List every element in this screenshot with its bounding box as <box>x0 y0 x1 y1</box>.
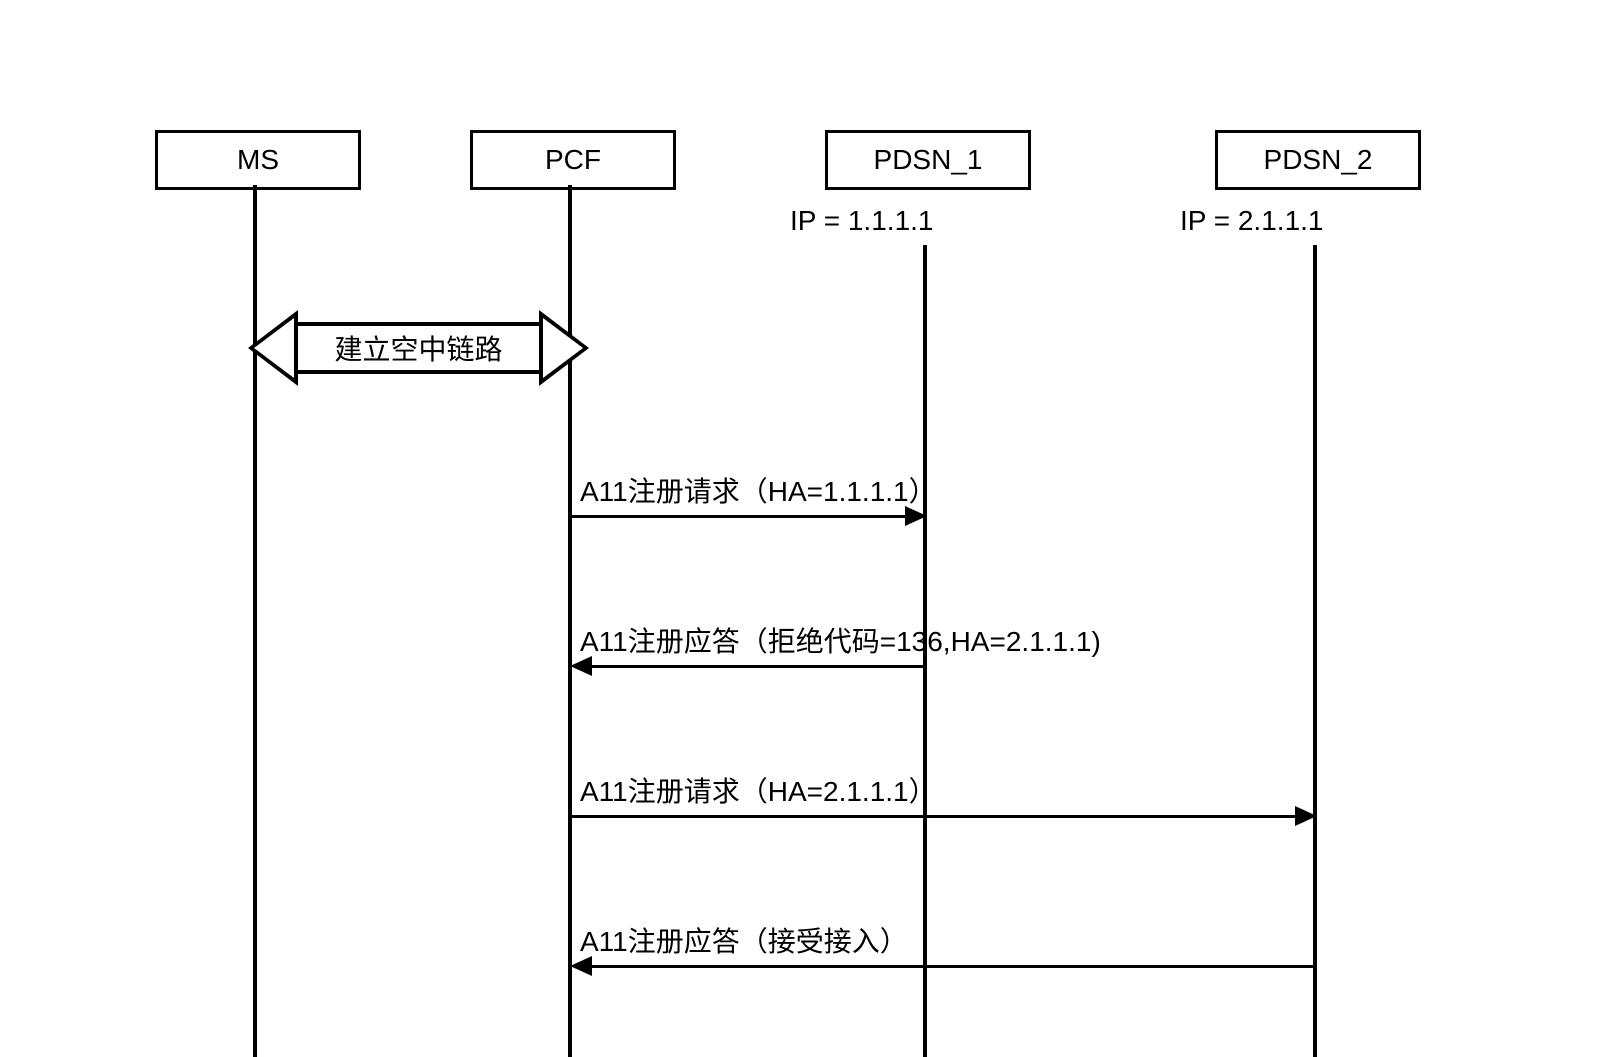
pdsn1-ip-label: IP = 1.1.1.1 <box>790 205 934 237</box>
actor-pdsn1: PDSN_1 <box>825 130 1031 190</box>
actor-pdsn2: PDSN_2 <box>1215 130 1421 190</box>
sequence-diagram: MS PCF PDSN_1 PDSN_2 IP = 1.1.1.1 IP = 2… <box>0 0 1617 1057</box>
airlink-body: 建立空中链路 <box>298 322 539 374</box>
actor-pcf-label: PCF <box>545 144 601 176</box>
message-2-line <box>590 665 925 668</box>
message-3-arrowhead <box>1295 806 1317 826</box>
message-1-label: A11注册请求（HA=1.1.1.1） <box>580 470 937 510</box>
pdsn2-ip-label: IP = 2.1.1.1 <box>1180 205 1324 237</box>
message-2-arrowhead <box>570 656 592 676</box>
arrow-right-icon <box>539 310 589 386</box>
actor-pcf: PCF <box>470 130 676 190</box>
airlink-label: 建立空中链路 <box>334 328 502 368</box>
actor-ms: MS <box>155 130 361 190</box>
lifeline-pdsn2 <box>1313 245 1317 1057</box>
message-3-label: A11注册请求（HA=2.1.1.1） <box>580 770 937 810</box>
message-1-arrowhead <box>905 506 927 526</box>
message-4-line <box>590 965 1315 968</box>
actor-pdsn2-label: PDSN_2 <box>1264 144 1373 176</box>
actor-pdsn1-label: PDSN_1 <box>874 144 983 176</box>
message-1-line <box>572 515 907 518</box>
message-3-line <box>572 815 1297 818</box>
arrow-left-icon <box>248 310 298 386</box>
message-4-label: A11注册应答（接受接入） <box>580 920 908 960</box>
message-4-arrowhead <box>570 956 592 976</box>
actor-ms-label: MS <box>237 144 279 176</box>
airlink-arrow: 建立空中链路 <box>248 310 589 386</box>
message-2-label: A11注册应答（拒绝代码=136,HA=2.1.1.1) <box>580 620 1101 660</box>
